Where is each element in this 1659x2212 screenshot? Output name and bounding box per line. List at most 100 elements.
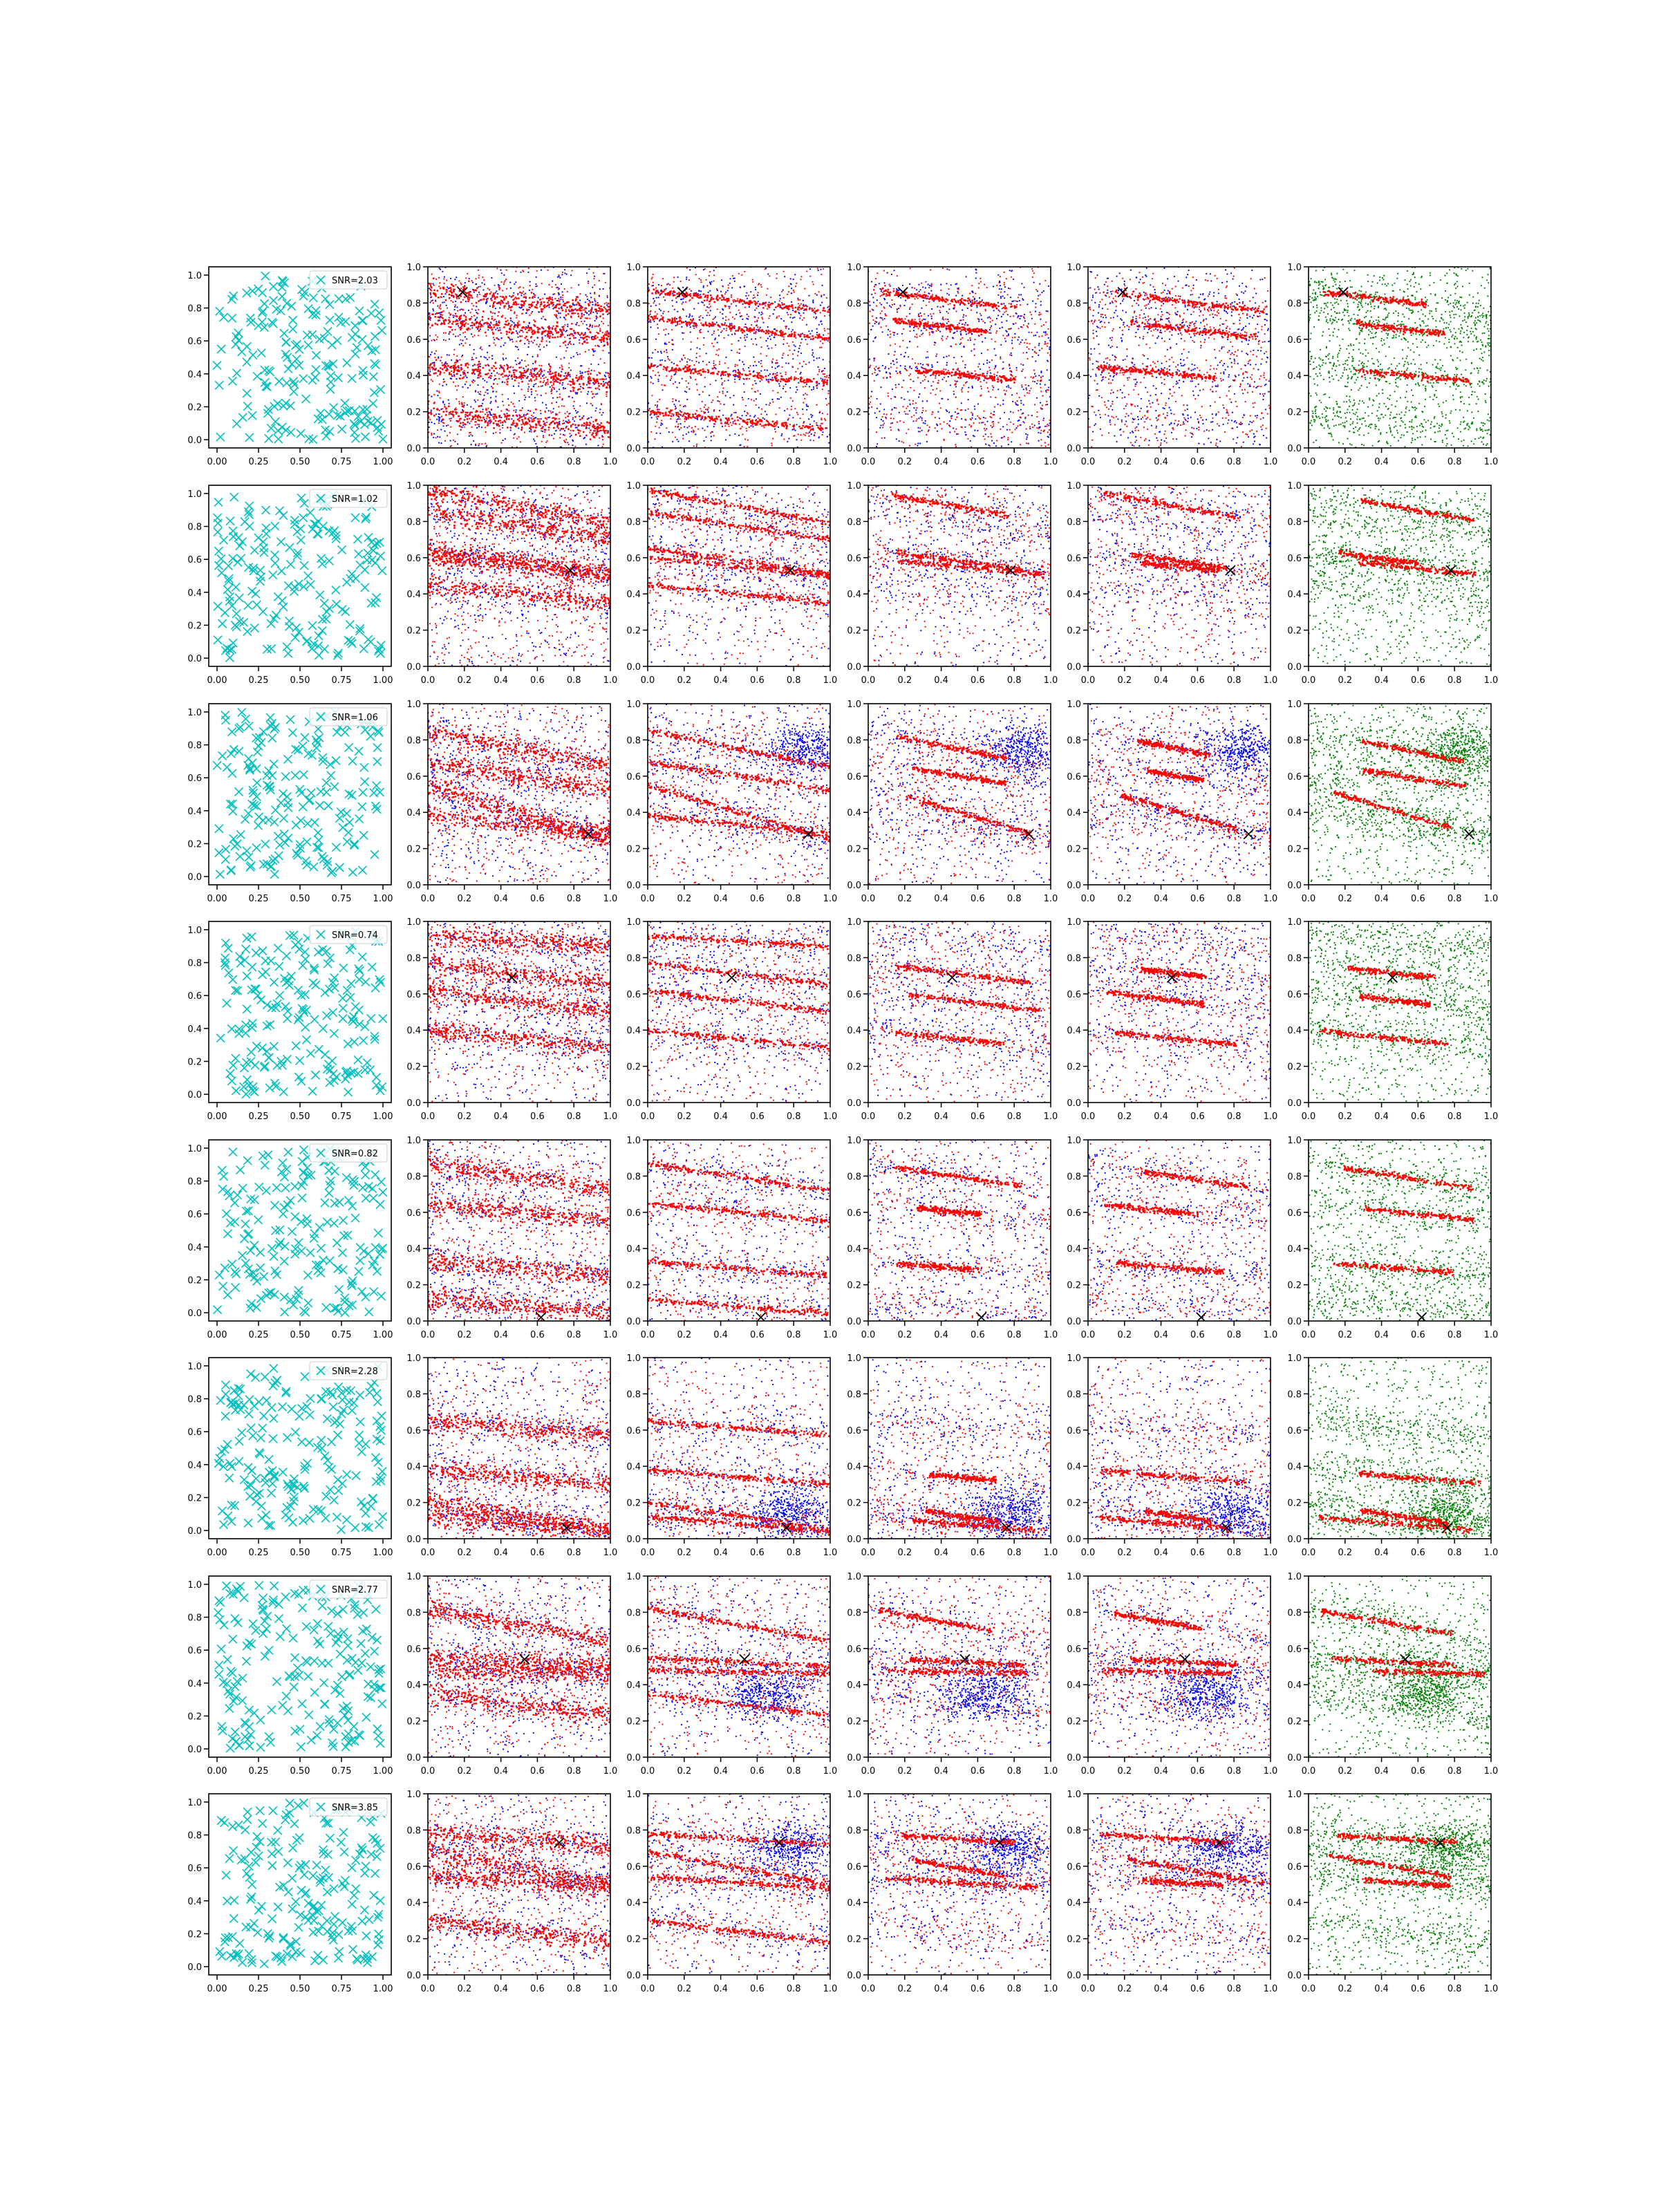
track-point — [517, 418, 519, 420]
noise-point — [688, 388, 690, 390]
noise-point — [767, 273, 769, 274]
noise-point — [431, 410, 432, 411]
noise-point — [659, 427, 660, 429]
track-point — [457, 421, 459, 423]
noise-point — [732, 422, 733, 424]
noise-point — [552, 297, 553, 299]
track-point — [570, 333, 572, 335]
noise-point — [781, 366, 782, 368]
noise-point — [711, 334, 713, 335]
noise-point — [697, 303, 699, 304]
track-point — [503, 420, 505, 422]
track-point — [528, 303, 530, 306]
noise-point — [439, 417, 440, 418]
track-point — [499, 287, 501, 289]
noise-point — [429, 427, 430, 428]
noise-point — [753, 371, 754, 373]
noise-point — [500, 296, 501, 297]
track-point — [693, 323, 695, 325]
noise-point — [730, 422, 731, 423]
track-point — [535, 409, 537, 411]
track-point — [606, 421, 608, 423]
noise-point — [686, 386, 688, 388]
noise-point — [568, 396, 570, 397]
noise-point — [788, 346, 789, 347]
track-point — [465, 414, 467, 416]
noise-point — [816, 328, 818, 330]
noise-point — [731, 287, 733, 288]
noise-point — [538, 418, 540, 420]
noise-point — [827, 436, 828, 438]
noise-point — [469, 418, 470, 420]
noise-point — [527, 388, 529, 390]
noise-point — [536, 285, 538, 287]
noise-point — [537, 337, 538, 338]
noise-point — [703, 287, 704, 288]
noise-point — [744, 271, 745, 272]
noise-point — [585, 371, 586, 373]
track-point — [556, 378, 559, 380]
noise-point — [676, 421, 677, 422]
noise-point — [700, 281, 702, 283]
noise-point — [559, 418, 560, 420]
noise-point — [532, 368, 534, 369]
noise-point — [510, 320, 512, 321]
noise-point — [464, 370, 465, 371]
noise-point — [544, 294, 545, 295]
track-point — [545, 382, 547, 384]
track-point — [594, 303, 597, 306]
noise-point — [519, 362, 521, 363]
noise-point — [662, 278, 664, 279]
track-point — [474, 289, 476, 291]
noise-point — [527, 325, 529, 326]
track-point — [449, 412, 451, 414]
track-point — [589, 382, 591, 384]
noise-point — [470, 312, 471, 313]
noise-point — [504, 280, 505, 281]
noise-point — [750, 425, 751, 427]
track-point — [693, 325, 695, 327]
noise-point — [737, 352, 738, 353]
track-point — [512, 299, 514, 301]
noise-point — [518, 382, 520, 384]
noise-point — [720, 332, 722, 333]
noise-point — [775, 363, 776, 364]
noise-point — [672, 441, 673, 442]
noise-point — [565, 319, 566, 320]
track-point — [460, 364, 462, 366]
noise-point — [518, 400, 520, 402]
noise-point — [707, 312, 709, 313]
track-point — [572, 379, 574, 381]
noise-point — [523, 309, 524, 310]
noise-point — [727, 367, 729, 368]
track-point — [522, 326, 524, 328]
noise-point — [529, 290, 530, 291]
track-point — [723, 324, 725, 326]
noise-point — [467, 387, 469, 388]
noise-point — [728, 335, 729, 336]
noise-point — [739, 359, 740, 361]
noise-point — [742, 399, 744, 400]
track-point — [478, 300, 480, 302]
noise-point — [557, 397, 559, 398]
noise-point — [675, 325, 677, 326]
track-point — [460, 411, 462, 413]
noise-point — [781, 291, 782, 292]
noise-point — [806, 384, 807, 385]
noise-point — [796, 439, 797, 440]
noise-point — [490, 401, 491, 402]
track-point — [534, 294, 536, 297]
noise-point — [576, 412, 577, 413]
track-point — [603, 340, 605, 342]
noise-point — [516, 364, 517, 365]
noise-point — [724, 380, 725, 382]
noise-point — [794, 350, 795, 351]
track-point — [500, 302, 502, 304]
track-point — [493, 370, 495, 372]
noise-point — [704, 406, 705, 408]
noise-point — [465, 381, 467, 382]
track-point — [579, 435, 581, 437]
track-point — [467, 292, 469, 294]
track-point — [583, 383, 585, 385]
noise-point — [684, 418, 685, 420]
